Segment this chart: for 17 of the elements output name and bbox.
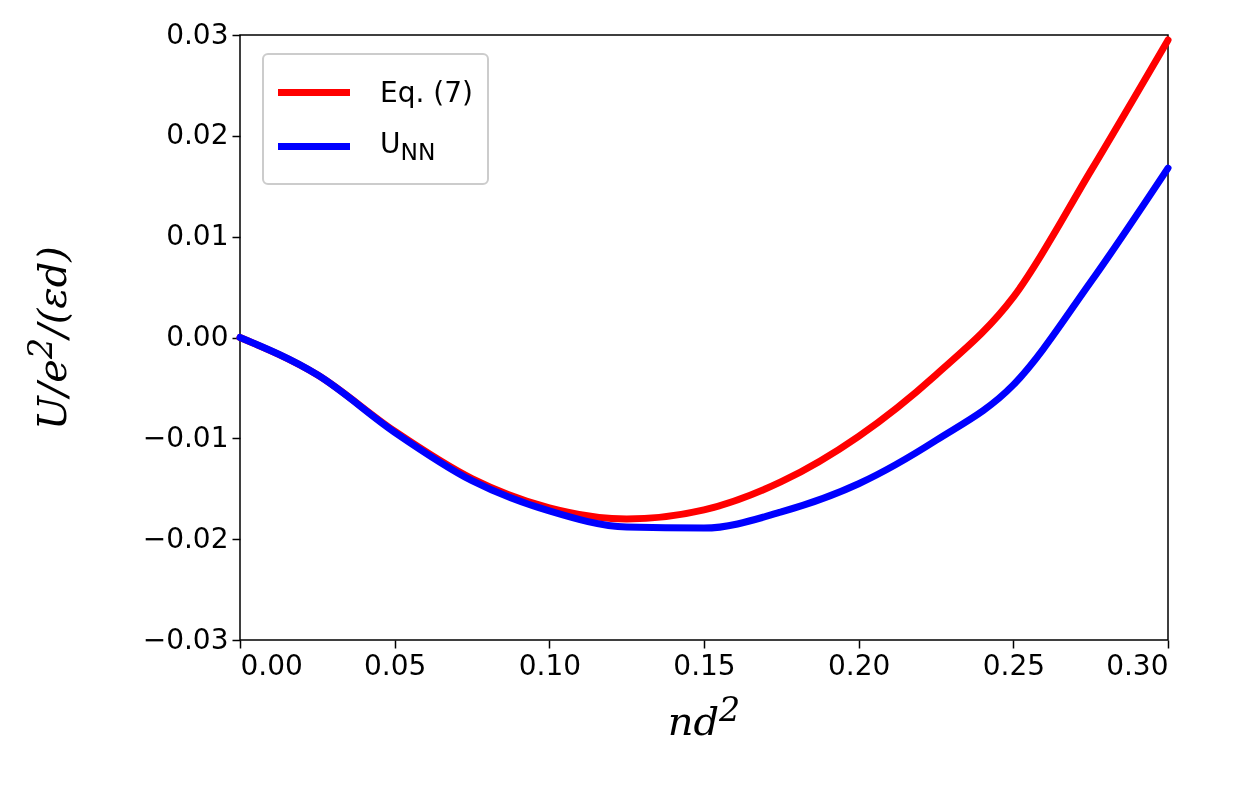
y-tick-label: 0.02 bbox=[166, 118, 229, 152]
x-axis-title: nd$^{2}$ bbox=[667, 690, 741, 745]
y-tick-label: −0.03 bbox=[142, 622, 229, 656]
x-tick-label: 0.20 bbox=[827, 648, 891, 682]
y-tick-label: −0.01 bbox=[142, 420, 229, 454]
y-tick-label: 0.03 bbox=[166, 17, 229, 51]
x-tick-label: 0.25 bbox=[982, 648, 1046, 682]
x-tick-label: 0.05 bbox=[363, 648, 427, 682]
y-tick-label: 0.00 bbox=[166, 320, 229, 353]
legend-label: U$_{NN}$ bbox=[380, 126, 436, 166]
legend-label: Eq. (7) bbox=[380, 75, 473, 109]
y-tick-label: 0.01 bbox=[166, 219, 229, 253]
x-tick-label: 0.00 bbox=[240, 648, 303, 682]
x-tick-label: 0.10 bbox=[518, 648, 582, 682]
y-tick-label: −0.02 bbox=[142, 521, 229, 555]
x-tick-label: 0.30 bbox=[1106, 648, 1169, 682]
x-tick-label: 0.15 bbox=[673, 648, 736, 682]
